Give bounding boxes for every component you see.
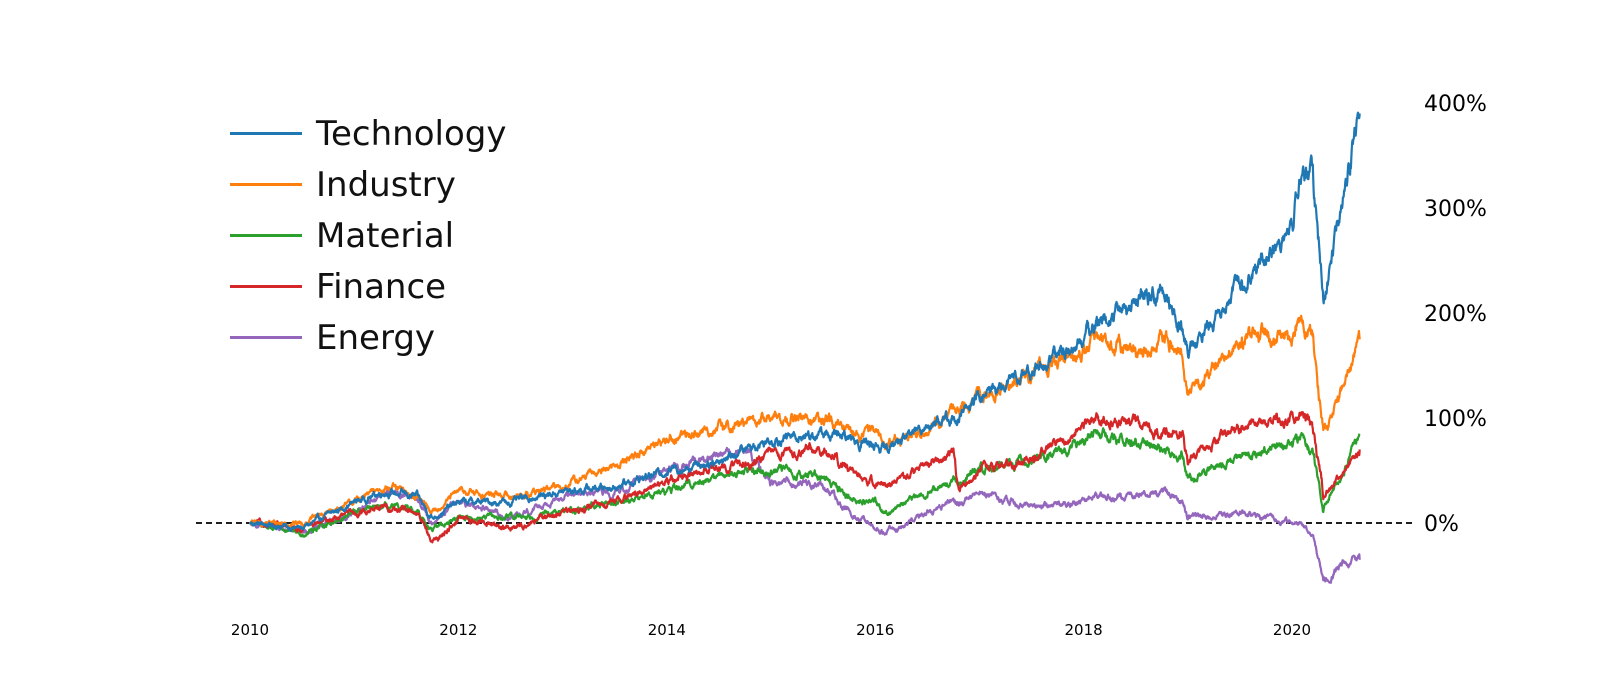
x-tick-label: 2020 [1273,621,1311,639]
x-tick-label: 2016 [856,621,894,639]
x-tick-label: 2014 [648,621,686,639]
series-line-industry [248,314,1361,528]
legend-swatch-technology [230,132,302,135]
legend-label-finance: Finance [316,266,447,307]
x-tick-label: 2018 [1065,621,1103,639]
legend-item-material: Material [230,210,506,261]
y-tick-label: 100% [1424,407,1487,432]
legend-swatch-energy [230,336,302,339]
x-tick-label: 2010 [231,621,269,639]
series-layer [248,111,1361,584]
y-tick-label: 300% [1424,197,1487,222]
series-line-material [249,427,1361,538]
y-tick-label: 200% [1424,302,1487,327]
legend-item-technology: Technology [230,108,506,159]
legend-swatch-material [230,234,302,237]
legend-label-technology: Technology [316,113,507,154]
legend: Technology Industry Material Finance Ene… [230,108,506,363]
series-line-technology [248,111,1361,533]
x-tick-label: 2012 [439,621,477,639]
legend-item-energy: Energy [230,312,506,363]
legend-swatch-industry [230,183,302,186]
legend-item-industry: Industry [230,159,506,210]
legend-item-finance: Finance [230,261,506,312]
legend-label-energy: Energy [316,317,436,358]
series-line-finance [248,410,1361,544]
y-axis: 0% 100% 200% 300% 400% [1424,92,1487,537]
legend-swatch-finance [230,285,302,288]
legend-label-industry: Industry [316,164,456,205]
y-tick-label: 400% [1424,92,1487,117]
y-tick-label: 0% [1424,512,1459,537]
x-axis: 2010 2012 2014 2016 2018 2020 [231,621,1311,639]
legend-label-material: Material [316,215,455,256]
series-line-energy [249,445,1361,584]
